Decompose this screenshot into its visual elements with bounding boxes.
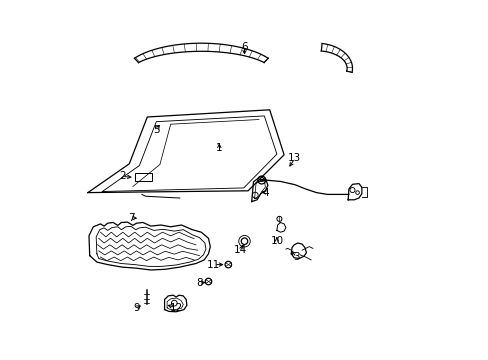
Text: 1: 1 — [216, 143, 222, 153]
Text: 11: 11 — [207, 260, 220, 270]
Text: 12: 12 — [169, 303, 183, 313]
Text: 14: 14 — [234, 245, 247, 255]
Text: 10: 10 — [270, 236, 283, 246]
Text: 3: 3 — [293, 252, 300, 262]
Bar — [134, 173, 152, 181]
Text: 6: 6 — [241, 42, 247, 52]
Text: 9: 9 — [133, 303, 140, 313]
Text: 2: 2 — [119, 171, 125, 181]
Text: 8: 8 — [196, 278, 203, 288]
Text: 5: 5 — [153, 125, 159, 135]
Text: 7: 7 — [127, 213, 134, 223]
Text: 4: 4 — [262, 188, 269, 198]
Text: 13: 13 — [288, 153, 301, 163]
